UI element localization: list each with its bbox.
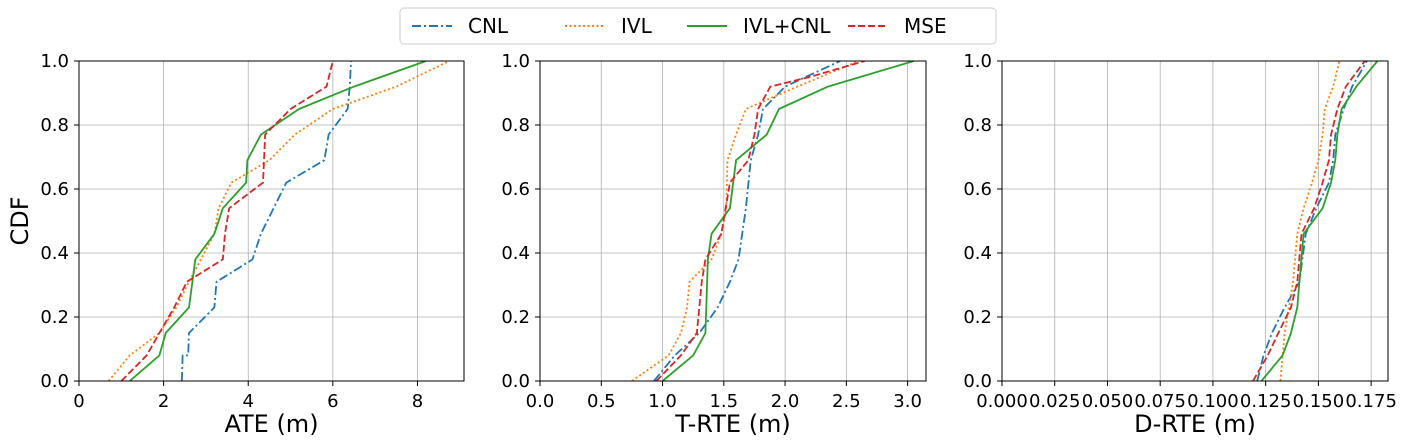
y-tick-label: 1.0 (963, 51, 992, 72)
y-tick-label: 0.8 (40, 115, 69, 136)
series-line-ivl-cnl (129, 61, 427, 381)
x-tick-label: 0.000 (976, 391, 1028, 412)
x-tick-label: 0.050 (1082, 391, 1134, 412)
y-tick-label: 0.2 (501, 307, 530, 328)
x-tick-label: 0.150 (1293, 391, 1345, 412)
series-line-ivl-cnl (661, 61, 915, 381)
x-tick-label: 6 (327, 391, 338, 412)
legend-label-cnl: CNL (468, 14, 509, 38)
subplot-ate: 0 2 4 6 8 0.0 0.2 0.4 0.6 0.8 1.0 ATE (m) CDF (6, 51, 465, 438)
series-line-ivl (1279, 61, 1341, 381)
axes-frame (78, 60, 465, 382)
y-tick-label: 0.4 (501, 243, 530, 264)
y-tick-label: 0.6 (501, 179, 530, 200)
y-tick-label: 0.8 (501, 115, 530, 136)
y-tick-label: 0.2 (963, 307, 992, 328)
x-axis-label: ATE (m) (224, 410, 318, 438)
series-line-ivl-cnl (1260, 61, 1379, 381)
x-axis-label: D-RTE (m) (1134, 410, 1256, 438)
y-tick-label: 0.4 (40, 243, 69, 264)
axes-frame (539, 60, 927, 382)
legend-label-mse: MSE (904, 14, 947, 38)
y-axis-label: CDF (6, 196, 34, 245)
series-line-ivl (107, 61, 450, 381)
series-line-mse (655, 61, 865, 381)
y-tick-label: 0.6 (40, 179, 69, 200)
x-tick-label: 0.025 (1029, 391, 1081, 412)
x-tick-label: 0.125 (1240, 391, 1292, 412)
x-tick-label: 0.100 (1187, 391, 1239, 412)
x-tick-label: 1.0 (648, 391, 677, 412)
x-axis-label: T-RTE (m) (674, 410, 791, 438)
legend: CNL IVL IVL+CNL MSE (399, 7, 997, 45)
y-tick-label: 0.0 (963, 371, 992, 392)
x-tick-label: 4 (243, 391, 254, 412)
x-tick-label: 2.5 (832, 391, 861, 412)
x-tick-label: 2.0 (771, 391, 800, 412)
y-tick-label: 1.0 (40, 51, 69, 72)
x-tick-label: 3.0 (893, 391, 922, 412)
x-tick-label: 0.175 (1345, 391, 1397, 412)
y-tick-label: 0.4 (963, 243, 992, 264)
legend-label-ivl: IVL (621, 14, 653, 38)
subplot-trte: 0.0 0.5 1.0 1.5 2.0 2.5 3.00.00.20.40.60.81.0T… (501, 51, 927, 438)
y-tick-label: 0.0 (501, 371, 530, 392)
series-line-cnl (180, 61, 352, 381)
subplots: 0 2 4 6 8 0.0 0.2 0.4 0.6 0.8 1.0 ATE (m) CDF 0.0 0.5 1… (6, 51, 1397, 438)
x-tick-label: 8 (412, 391, 423, 412)
y-tick-label: 0.0 (40, 371, 69, 392)
x-tick-label: 2 (158, 391, 169, 412)
x-tick-label: 0.5 (587, 391, 616, 412)
y-tick-label: 0.6 (963, 179, 992, 200)
series-line-mse (120, 61, 334, 381)
x-tick-label: 0.075 (1134, 391, 1186, 412)
x-tick-label: 1.5 (709, 391, 738, 412)
y-tick-label: 1.0 (501, 51, 530, 72)
series-line-mse (1252, 61, 1366, 381)
y-tick-label: 0.8 (963, 115, 992, 136)
x-tick-label: 0 (73, 391, 84, 412)
x-tick-label: 0.0 (526, 391, 555, 412)
series-line-ivl (631, 61, 859, 381)
axes-frame (1001, 60, 1389, 382)
series-line-cnl (653, 61, 841, 381)
y-tick-label: 0.2 (40, 307, 69, 328)
legend-label-ivl-cnl: IVL+CNL (743, 14, 831, 38)
subplot-drte: 0.000 0.025 0.050 0.075 0.100 0.125 0.150 0.175… (963, 51, 1397, 438)
